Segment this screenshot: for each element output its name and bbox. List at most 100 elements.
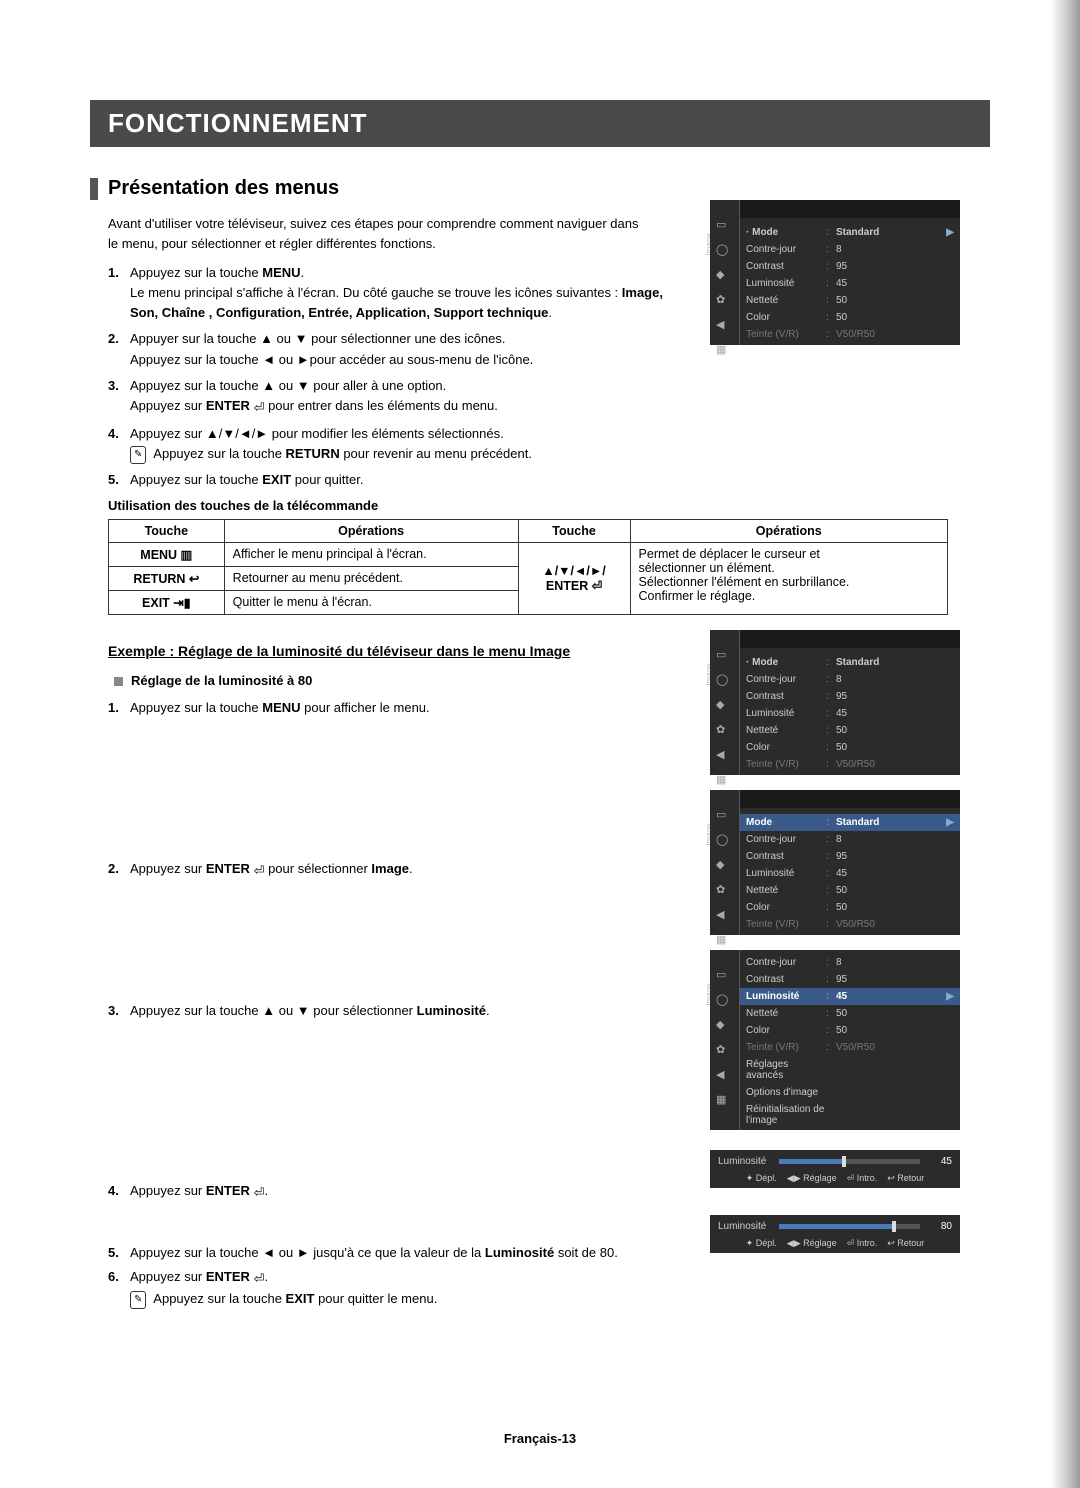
t: EXIT	[286, 1291, 315, 1306]
body: Appuyez sur ENTER ⏎. ✎ Appuyez sur la to…	[130, 1267, 437, 1309]
osd-icons: ▭ ◯ ◆ ✿ ◀ ▦	[716, 218, 734, 356]
slider-fill	[779, 1159, 842, 1164]
tv-icon: ▭	[716, 648, 734, 661]
t: soit de 80.	[554, 1245, 618, 1260]
osd-rows: · Mode:Standard▶Contre-jour:8Contrast:95…	[740, 220, 960, 347]
osd-row: Réglages avancés	[740, 1056, 960, 1084]
remote-subhead: Utilisation des touches de la télécomman…	[108, 498, 990, 513]
slider-track	[779, 1159, 920, 1164]
step-num: 2.	[108, 329, 130, 369]
circle-icon: ◯	[716, 993, 734, 1006]
arrow-icon: ◀	[716, 1068, 734, 1081]
osd-row: · Mode:Standard	[740, 654, 960, 671]
step-body: Appuyez sur la touche ▲ ou ▼ pour aller …	[130, 376, 668, 418]
drop-icon: ◆	[716, 1018, 734, 1031]
osd-row: Netteté:50	[740, 1005, 960, 1022]
osd-rows: Contre-jour:8Contrast:95Luminosité:45▶Ne…	[740, 950, 960, 1133]
page-shadow	[1050, 0, 1080, 1488]
step-num: 4.	[108, 424, 130, 464]
osd-row: Contre-jour:8	[740, 241, 960, 258]
td: Permet de déplacer le curseur et sélecti…	[630, 543, 947, 615]
t: pour revenir au menu précédent.	[340, 446, 532, 461]
body: Appuyez sur ENTER ⏎.	[130, 1181, 268, 1203]
page-footer: Français - 13	[0, 1431, 1080, 1446]
td: EXIT ⇥▮	[109, 591, 225, 615]
enter-icon: ⏎	[254, 1183, 265, 1203]
t: Appuyez sur la touche ▲ ou ▼ pour aller …	[130, 378, 446, 393]
t: Appuyez sur	[130, 1269, 206, 1284]
slider-label: Luminosité	[718, 1221, 773, 1232]
osd-row: Contrast:95	[740, 971, 960, 988]
t: Confirmer le réglage.	[639, 589, 756, 603]
gear-icon: ✿	[716, 1043, 734, 1056]
t: Luminosité	[417, 1003, 486, 1018]
t: Luminosité	[485, 1245, 554, 1260]
body: Appuyez sur ENTER ⏎ pour sélectionner Im…	[130, 859, 413, 881]
section-header: Présentation des menus	[90, 177, 990, 200]
gear-icon: ✿	[716, 723, 734, 736]
t: Appuyez sur la touche	[130, 265, 262, 280]
legend-item: ⏎ Intro.	[847, 1238, 878, 1249]
t: .	[301, 265, 305, 280]
osd-row: Color:50	[740, 309, 960, 326]
osd-row: Netteté:50	[740, 882, 960, 899]
osd-icons: ▭ ◯ ◆ ✿ ◀ ▦	[716, 648, 734, 786]
legend-item: ✦ Dépl.	[746, 1173, 777, 1184]
footer-page: 13	[562, 1431, 576, 1446]
tv-icon: ▭	[716, 808, 734, 821]
t: pour quitter.	[291, 472, 363, 487]
osd-row: Teinte (V/R):V50/R50	[740, 756, 960, 773]
t: Sélectionner l'élément en surbrillance.	[639, 575, 850, 589]
th: Opérations	[224, 520, 518, 543]
td: MENU ▥	[109, 543, 225, 567]
osd-icons: ▭ ◯ ◆ ✿ ◀ ▦	[716, 968, 734, 1106]
t: MENU	[262, 265, 300, 280]
n: 4.	[108, 1181, 130, 1203]
slider-value: 45	[926, 1156, 952, 1167]
t: ENTER ⏎	[546, 579, 602, 593]
step-1: 1. Appuyez sur la touche MENU. Le menu p…	[108, 263, 668, 323]
tv-icon: ▭	[716, 218, 734, 231]
osd-row: Luminosité:45▶	[740, 988, 960, 1005]
step-num: 1.	[108, 263, 130, 323]
enter-icon: ⏎	[254, 861, 265, 881]
intro-text: Avant d'utiliser votre téléviseur, suive…	[108, 214, 648, 253]
t: RETURN	[286, 446, 340, 461]
t: .	[264, 1269, 268, 1284]
drop-icon: ◆	[716, 698, 734, 711]
body: Appuyez sur la touche MENU pour afficher…	[130, 698, 430, 718]
osd-row: Color:50	[740, 899, 960, 916]
td: ▲/▼/◄/►/ ENTER ⏎	[518, 543, 630, 615]
t: pour afficher le menu.	[301, 700, 430, 715]
osd-tabcol: ▭ ◯ ◆ ✿ ◀ ▦	[710, 630, 740, 775]
legend-item: ◀▶ Réglage	[787, 1238, 837, 1249]
osd-row: Teinte (V/R):V50/R50	[740, 326, 960, 343]
osd-panel-step1: Image ▭ ◯ ◆ ✿ ◀ ▦ · Mode:StandardContre-…	[710, 630, 960, 775]
osd-row: Netteté:50	[740, 292, 960, 309]
n: 2.	[108, 859, 130, 881]
td: Afficher le menu principal à l'écran.	[224, 543, 518, 567]
circle-icon: ◯	[716, 243, 734, 256]
section-title: Présentation des menus	[108, 177, 339, 200]
osd-tabcol: ▭ ◯ ◆ ✿ ◀ ▦	[710, 200, 740, 345]
slider-row: Luminosité 45	[718, 1156, 952, 1167]
step-5: 5. Appuyez sur la touche EXIT pour quitt…	[108, 470, 668, 490]
note-icon: ✎	[130, 446, 146, 464]
step-body: Appuyez sur ▲/▼/◄/► pour modifier les él…	[130, 424, 668, 464]
td: Retourner au menu précédent.	[224, 567, 518, 591]
n: 6.	[108, 1267, 130, 1309]
t: Appuyez sur	[130, 398, 206, 413]
t: ENTER	[206, 1183, 250, 1198]
t: Appuyer sur la touche ▲ ou ▼ pour sélect…	[130, 331, 506, 346]
osd-tabcol: ▭ ◯ ◆ ✿ ◀ ▦	[710, 950, 740, 1130]
gear-icon: ✿	[716, 293, 734, 306]
legend-item: ✦ Dépl.	[746, 1238, 777, 1249]
osd-row: Luminosité:45	[740, 865, 960, 882]
app-icon: ▦	[716, 343, 734, 356]
app-icon: ▦	[716, 773, 734, 786]
osd-row: Netteté:50	[740, 722, 960, 739]
t: pour sélectionner	[264, 861, 371, 876]
app-icon: ▦	[716, 933, 734, 946]
legend-item: ↩ Retour	[887, 1173, 924, 1184]
legend-item: ↩ Retour	[887, 1238, 924, 1249]
